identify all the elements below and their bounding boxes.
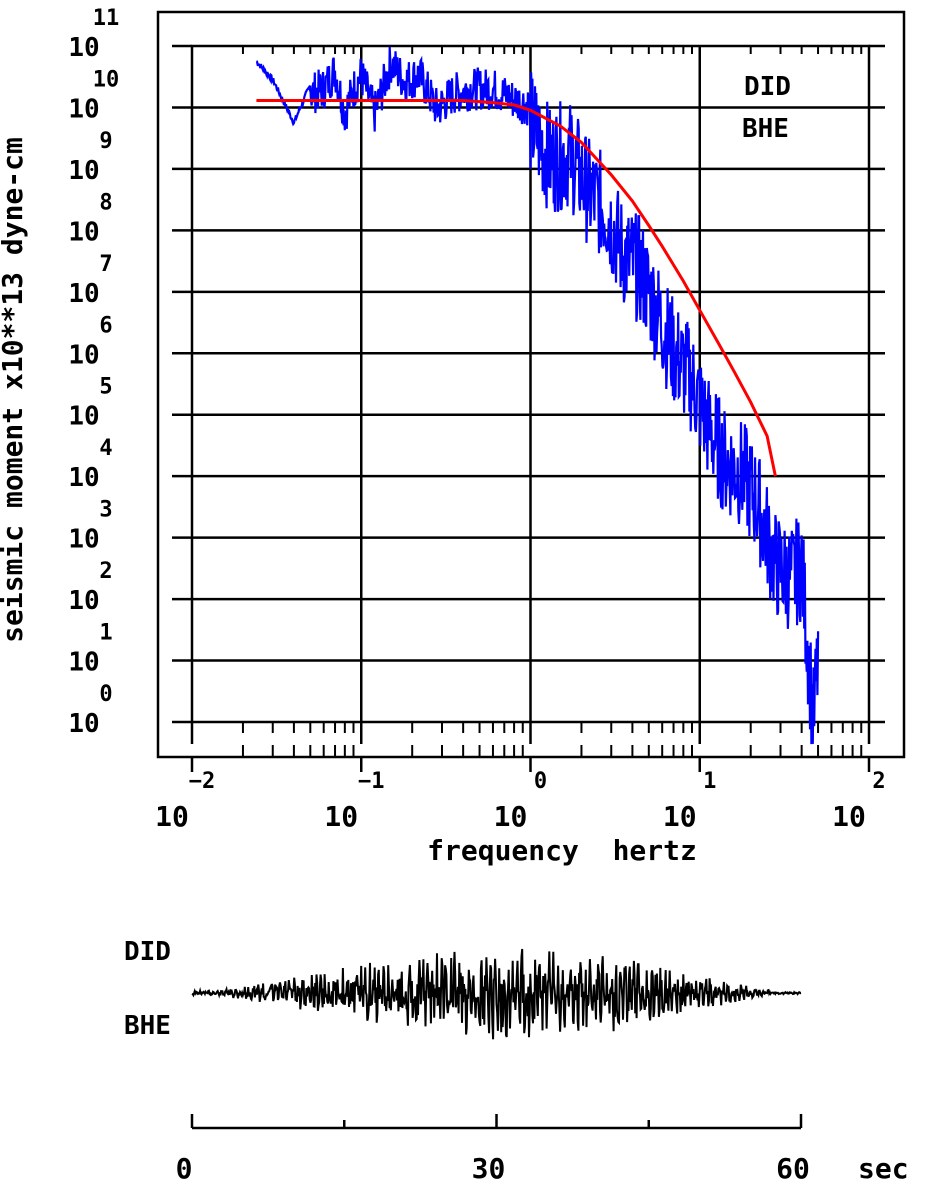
y-tick-base-label: 10: [68, 279, 99, 309]
spectrum-series: [255, 46, 820, 745]
y-tick-base-label: 10: [68, 648, 99, 678]
series-model-line: [256, 99, 777, 477]
x-tick-exponent-label: 2: [872, 769, 885, 794]
y-tick-exponent-label: 2: [99, 559, 112, 584]
y-tick-exponent-label: 7: [99, 252, 112, 277]
seismogram-annotation-station: DID: [124, 937, 171, 967]
time-tick-label: 30: [472, 1152, 506, 1184]
seismogram-annotation-component: BHE: [124, 1011, 171, 1041]
y-tick-base-label: 10: [68, 402, 99, 432]
y-tick-base-label: 10: [68, 463, 99, 493]
y-tick-exponent-label: 8: [99, 190, 112, 215]
y-tick-base-label: 10: [68, 156, 99, 186]
seismogram-time-axis: [190, 1114, 803, 1130]
x-tick-base-label: 10: [155, 800, 189, 833]
spectrum-y-tick-marks: [172, 44, 885, 724]
y-tick-exponent-label: 6: [99, 313, 112, 338]
seismogram-trace: [191, 948, 802, 1040]
y-tick-exponent-label: 3: [99, 498, 112, 523]
time-tick-label: 60: [776, 1152, 810, 1184]
seismogram-time-unit: sec: [858, 1152, 909, 1184]
y-tick-exponent-label: 0: [99, 682, 112, 707]
y-tick-exponent-label: 10: [93, 67, 120, 92]
y-tick-base-label: 10: [68, 340, 99, 370]
x-tick-exponent-label: −1: [358, 769, 385, 794]
series-spectrum-line: [255, 46, 820, 745]
y-tick-exponent-label: 4: [99, 436, 112, 461]
y-tick-base-label: 10: [68, 709, 99, 739]
time-tick-label: 0: [176, 1152, 193, 1184]
y-tick-base-label: 10: [68, 586, 99, 616]
spectrum-annotation-station: DID: [744, 72, 791, 102]
y-tick-exponent-label: 11: [93, 6, 120, 31]
seismogram-time-labels: 0 30 60: [176, 1152, 810, 1184]
spectrum-annotation-component: BHE: [742, 114, 789, 144]
spectrum-x-axis-label: frequency hertz: [427, 834, 697, 867]
x-tick-base-label: 10: [663, 800, 697, 833]
y-tick-base-label: 10: [68, 525, 99, 555]
y-tick-base-label: 10: [68, 33, 99, 63]
spectrum-x-tick-marks: [190, 46, 871, 772]
y-tick-exponent-label: 1: [99, 621, 112, 646]
x-tick-exponent-label: −2: [189, 769, 216, 794]
y-tick-exponent-label: 5: [99, 375, 112, 400]
x-tick-exponent-label: 1: [703, 769, 716, 794]
y-tick-base-label: 10: [68, 94, 99, 124]
y-tick-base-label: 10: [68, 217, 99, 247]
x-tick-exponent-label: 0: [534, 769, 547, 794]
x-tick-base-label: 10: [494, 800, 528, 833]
spectrum-y-axis-label: seismic moment x10**13 dyne-cm: [0, 137, 29, 643]
y-tick-exponent-label: 9: [99, 129, 112, 154]
x-tick-base-label: 10: [324, 800, 358, 833]
x-tick-base-label: 10: [832, 800, 866, 833]
